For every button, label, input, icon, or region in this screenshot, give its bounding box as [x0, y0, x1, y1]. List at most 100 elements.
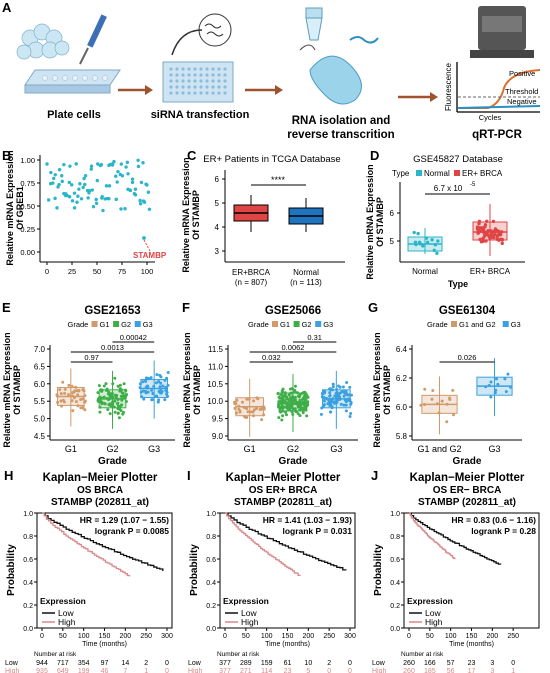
grade-point: [251, 414, 255, 418]
grade-point: [116, 411, 120, 415]
grade-point: [290, 387, 294, 391]
step-label-qpcr: qRT-PCR: [472, 129, 523, 141]
grade-point: [493, 391, 497, 395]
km-hr: HR = 1.29 (1.07 − 1.55): [80, 515, 169, 525]
b-point: [46, 198, 51, 202]
grade-point: [437, 411, 441, 415]
panel-d: D GSE45827 Database Type Normal ER+ BRCA…: [365, 148, 525, 289]
grade-point: [143, 389, 147, 393]
grade-point: [280, 418, 284, 422]
grade-ytick-label: 6.5: [34, 362, 46, 371]
km-risk-low-value: 3: [490, 660, 494, 667]
d-y-ticks: 56: [390, 209, 400, 246]
km-ytick-label: 0.8: [206, 534, 216, 541]
grade-point: [242, 405, 246, 409]
grade-xlabel: Grade: [98, 456, 127, 467]
b-point: [130, 180, 135, 185]
c-cat1: ER+BRCA: [232, 268, 271, 277]
legend-swatch: [315, 321, 322, 327]
c-y-ticks: 3 4 5 6: [215, 175, 225, 256]
grade-ytick-label: 11.0: [208, 362, 224, 371]
grade-point: [328, 393, 332, 397]
d-ylabel-1: Relative mRNA Expression: [365, 164, 375, 279]
grade-ylabel-2: Of STAMBP: [382, 365, 392, 415]
grade-point: [166, 394, 170, 398]
km-risk-high-value: 23: [284, 668, 292, 673]
grade-point: [158, 385, 162, 389]
grade-ytick-label: 4.5: [34, 432, 46, 441]
d-legend-title: Type: [392, 169, 410, 178]
grade-ytick-label: 5.5: [34, 397, 46, 406]
grade-point: [106, 408, 110, 412]
b-point: [120, 174, 125, 178]
grade-point: [139, 390, 143, 394]
panel-c: C ER+ Patients in TCGA Database Relative…: [181, 148, 345, 287]
grade-point: [96, 391, 100, 395]
panel-g: G GSE61304 Grade G1 and G2 G3 Relative mRNA E…: [368, 300, 522, 467]
grade-point: [119, 408, 123, 412]
b-point: [78, 181, 82, 186]
grade-point: [146, 384, 150, 388]
grade-point: [116, 401, 120, 405]
km-risk-high-value: 199: [78, 668, 90, 673]
grade-point: [283, 391, 287, 395]
step-label-plate-cells: Plate cells: [47, 109, 101, 121]
km-ylabel: Probability: [6, 544, 17, 596]
b-point: [62, 162, 66, 167]
d-point: [491, 219, 496, 224]
b-point: [74, 162, 78, 166]
b-point: [128, 188, 132, 192]
d-point: [477, 221, 481, 226]
grade-point: [296, 391, 300, 395]
b-point: [110, 163, 115, 167]
d-point: [433, 243, 438, 247]
grade-point: [302, 406, 306, 410]
c-ytick-label: 4: [215, 223, 220, 232]
grade-cat-label: G1 and G2: [417, 444, 461, 454]
km-ytick-label: 1.0: [390, 511, 400, 518]
legend-swatch: [113, 321, 120, 327]
grade-point: [124, 388, 128, 392]
grade-point: [287, 405, 291, 409]
d-cat2: ER+ BRCA: [470, 267, 511, 276]
km-risk-high-value: 649: [57, 668, 69, 673]
km-ytick-label: 0.4: [390, 580, 400, 587]
d-point: [490, 231, 494, 235]
km-xtick-label: 150: [466, 633, 478, 640]
legend-label: G3: [143, 320, 153, 329]
b-point: [133, 193, 138, 197]
c-cat2-n: (n = 113): [290, 278, 322, 287]
grade-point: [277, 416, 281, 420]
grade-point: [154, 394, 158, 398]
grade-point: [116, 404, 120, 408]
c-ylabel-1: Relative mRNA Expression: [181, 157, 191, 272]
b-point: [94, 201, 99, 206]
d-boxes: [407, 204, 508, 256]
km-risk-high-value: 3: [490, 668, 494, 673]
d-point: [416, 231, 420, 236]
grade-point: [331, 397, 335, 401]
grade-point: [506, 372, 510, 376]
km-risk-high-value: 0: [165, 668, 169, 673]
grade-xlabel: Grade: [453, 456, 482, 467]
b-point: [52, 176, 56, 181]
km-legend-title: Expression: [407, 596, 453, 606]
grade-point: [285, 403, 289, 407]
flow-arrowhead-1: [145, 85, 153, 95]
grade-point: [285, 406, 289, 410]
grade-point: [123, 396, 127, 400]
grade-point: [487, 384, 491, 388]
grade-point: [119, 394, 123, 398]
panel-letter-c: C: [187, 148, 197, 163]
d-point: [500, 237, 504, 242]
grade-point: [154, 381, 158, 385]
km-risk-low-value: 97: [101, 660, 109, 667]
grade-title: GSE61304: [439, 305, 496, 317]
grade-point: [260, 418, 264, 422]
grade-point: [494, 377, 498, 381]
legend-title: Grade: [68, 320, 89, 329]
b-point: [72, 206, 77, 210]
km-ytick-label: 1.0: [23, 511, 33, 518]
